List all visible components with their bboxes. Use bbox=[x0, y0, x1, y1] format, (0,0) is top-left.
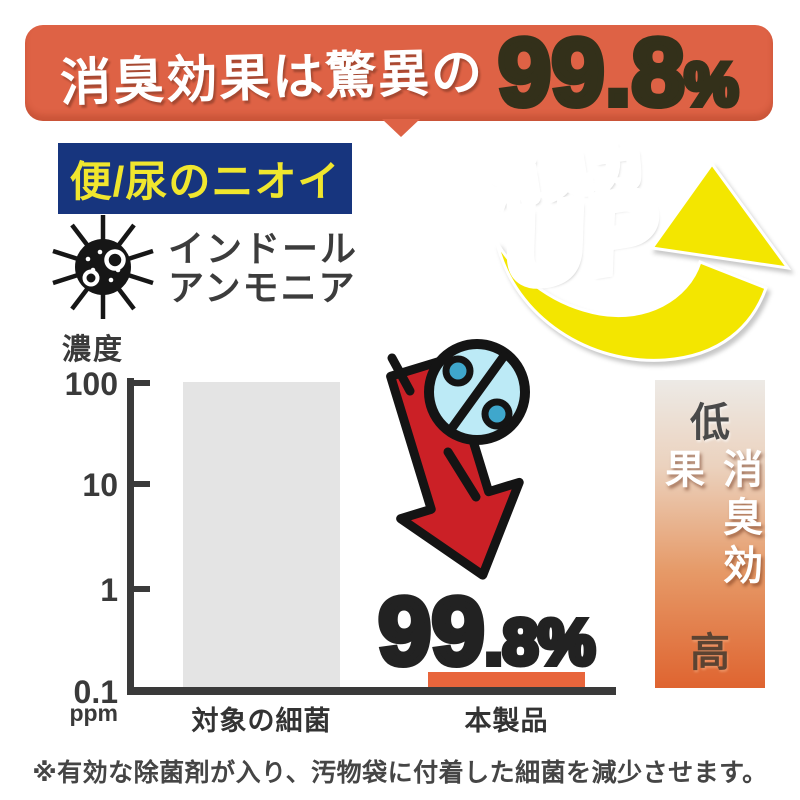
up-text: UP UP bbox=[489, 160, 672, 316]
y-axis-unit: ppm bbox=[69, 700, 118, 726]
y-tick-10: 10 bbox=[82, 467, 118, 503]
effect-scale-bar: 低 消臭効果 高 bbox=[655, 380, 765, 688]
headline-text: 消臭効果は驚異の bbox=[59, 43, 485, 112]
scale-title: 消臭効果 bbox=[659, 448, 761, 592]
odor-type-box: 便/尿のニオイ bbox=[58, 143, 352, 214]
germ-icon bbox=[52, 215, 154, 319]
odor-substance-1: インドール bbox=[168, 228, 359, 269]
result-percentage-outline: 99.8% bbox=[375, 578, 598, 685]
bar-target-bacteria bbox=[183, 382, 340, 687]
y-tick-1: 1 bbox=[100, 572, 118, 608]
headline-percentage: 99.8% 99.8% bbox=[495, 19, 741, 126]
reduction-arrow-icon bbox=[386, 339, 530, 580]
up-swoosh-arrow-icon bbox=[495, 161, 792, 362]
headline-banner: 消臭効果は驚異の 99.8% 99.8% bbox=[25, 19, 773, 126]
y-axis-title: 濃度 bbox=[62, 334, 125, 366]
y-tick-0-1: 0.1 bbox=[73, 674, 118, 710]
y-axis-line bbox=[127, 378, 134, 691]
percent-circle-icon bbox=[424, 339, 530, 445]
headline-percentage-fill: 99.8% bbox=[497, 19, 739, 126]
bar-this-product bbox=[428, 672, 585, 687]
result-percentage: 99.8% 99.8% bbox=[375, 578, 598, 685]
odor-type-label: 便/尿のニオイ bbox=[69, 158, 341, 205]
footnote-text: ※有効な除菌剤が入り、汚物袋に付着した細菌を減少させます。 bbox=[32, 759, 768, 787]
odor-substance-2: アンモニア bbox=[168, 267, 357, 308]
category-label-this-product: 本製品 bbox=[464, 706, 549, 736]
banner-pointer-notch bbox=[382, 119, 420, 137]
tick-mark-100 bbox=[134, 380, 150, 386]
category-label-target-bacteria: 対象の細菌 bbox=[191, 706, 332, 736]
x-axis-line bbox=[127, 687, 616, 695]
scale-low-label: 低 bbox=[690, 401, 730, 445]
tick-mark-1 bbox=[134, 586, 150, 592]
odor-substances: インドール アンモニア bbox=[168, 229, 358, 307]
scale-high-label: 高 bbox=[690, 631, 730, 675]
headline-percentage-outline: 99.8% bbox=[495, 19, 741, 126]
tick-mark-10 bbox=[134, 481, 150, 487]
y-tick-100: 100 bbox=[64, 366, 118, 402]
result-percentage-fill: 99.8% bbox=[378, 578, 596, 685]
